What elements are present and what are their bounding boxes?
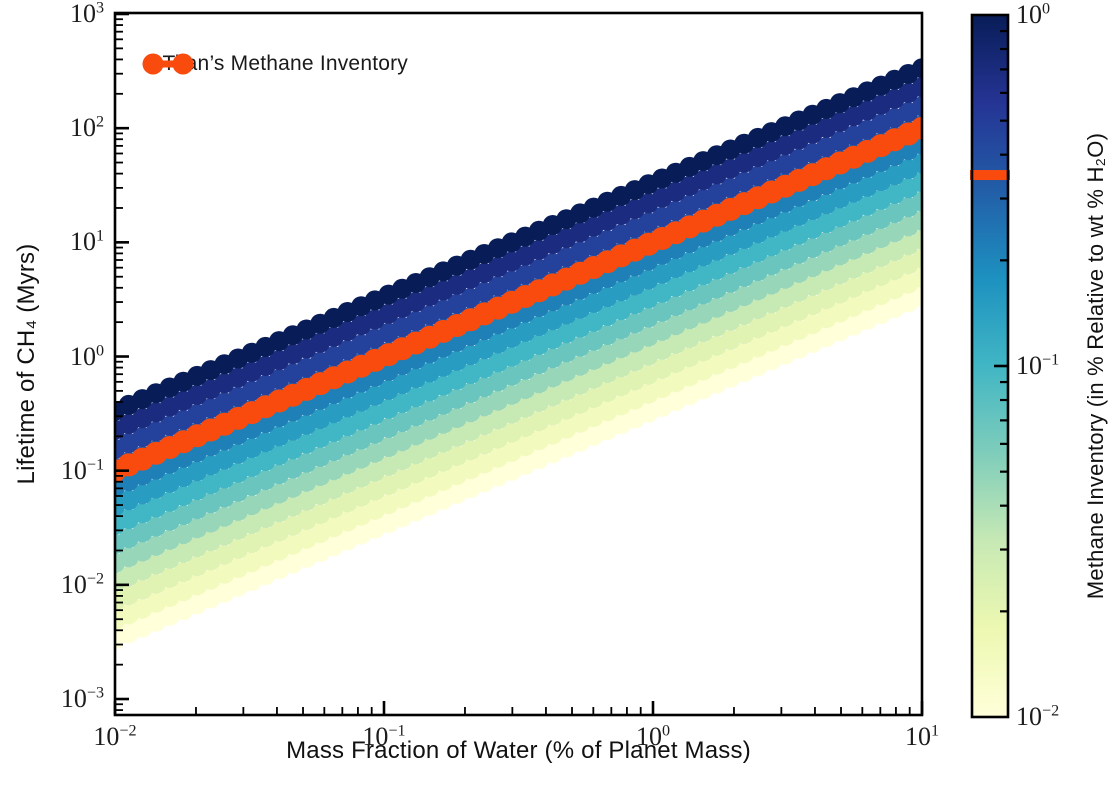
colorbar-titan-marker (970, 170, 1010, 181)
colorbar-outline (970, 13, 1010, 719)
y-tick-label: 102 (69, 113, 104, 143)
colorbar-tick-label: 10−1 (1016, 351, 1060, 380)
y-ticks (115, 12, 129, 711)
x-tick-label: 101 (904, 722, 940, 751)
plot-spines (113, 11, 924, 717)
y-tick-label: 10−3 (60, 684, 104, 714)
y-tick-label: 10−2 (60, 569, 104, 599)
legend: – Titan’s Methane Inventory (138, 47, 408, 81)
colorbar-ticks (994, 29, 1008, 613)
titan-line (115, 116, 922, 483)
x-ticks (113, 701, 924, 715)
y-tick-label: 10−1 (60, 455, 104, 485)
y-tick-label: 100 (69, 341, 104, 371)
colorbar-tick-label: 10−2 (1016, 702, 1060, 731)
x-tick-label: 100 (635, 722, 671, 751)
y-tick-label: 101 (69, 227, 104, 257)
legend-label: – Titan’s Methane Inventory (145, 52, 408, 75)
x-axis-label: Mass Fraction of Water (% of Planet Mass… (286, 737, 751, 764)
legend-titan-marker-icon (142, 53, 194, 75)
colorbar-tick-label: 100 (1016, 0, 1051, 29)
band-dots (115, 58, 922, 650)
x-tick-label: 10−1 (362, 722, 406, 751)
x-tick-label: 10−2 (93, 722, 137, 751)
y-tick-label: 103 (69, 0, 104, 28)
